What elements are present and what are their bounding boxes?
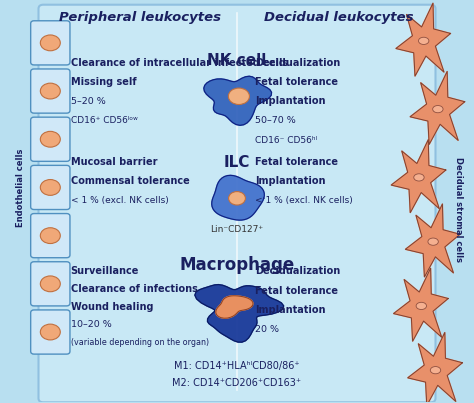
Ellipse shape: [414, 174, 424, 181]
Polygon shape: [410, 71, 465, 144]
Ellipse shape: [40, 324, 60, 340]
FancyBboxPatch shape: [31, 214, 70, 258]
Polygon shape: [204, 76, 272, 125]
Text: CD16⁺ CD56ˡᵒʷ: CD16⁺ CD56ˡᵒʷ: [71, 116, 137, 125]
Text: Implantation: Implantation: [255, 305, 326, 315]
Ellipse shape: [40, 276, 60, 292]
Text: Macrophage: Macrophage: [179, 256, 295, 274]
Ellipse shape: [416, 302, 427, 310]
Polygon shape: [405, 204, 460, 277]
Text: Fetal tolerance: Fetal tolerance: [255, 77, 338, 87]
Polygon shape: [195, 285, 283, 342]
Text: Commensal tolerance: Commensal tolerance: [71, 177, 190, 187]
Text: Fetal tolerance: Fetal tolerance: [255, 157, 338, 167]
Ellipse shape: [419, 37, 429, 44]
FancyBboxPatch shape: [31, 21, 70, 65]
Polygon shape: [216, 296, 253, 318]
Ellipse shape: [40, 83, 60, 99]
FancyBboxPatch shape: [31, 69, 70, 113]
Ellipse shape: [228, 191, 246, 205]
FancyBboxPatch shape: [31, 310, 70, 354]
Text: Decidualization: Decidualization: [255, 266, 340, 276]
Text: Implantation: Implantation: [255, 96, 326, 106]
FancyBboxPatch shape: [38, 5, 436, 402]
FancyBboxPatch shape: [31, 117, 70, 161]
Text: M2: CD14⁺CD206⁺CD163⁺: M2: CD14⁺CD206⁺CD163⁺: [173, 378, 301, 388]
Text: CD16⁻ CD56ʰᴵ: CD16⁻ CD56ʰᴵ: [255, 135, 317, 145]
Text: 5–20 %: 5–20 %: [71, 97, 105, 106]
Ellipse shape: [40, 131, 60, 147]
Text: (variable depending on the organ): (variable depending on the organ): [71, 338, 209, 347]
Text: 20 %: 20 %: [255, 325, 279, 334]
Text: Lin⁻CD127⁺: Lin⁻CD127⁺: [210, 225, 264, 234]
Polygon shape: [212, 175, 264, 220]
Polygon shape: [391, 139, 446, 213]
Text: M1: CD14⁺HLAʰᴵCD80/86⁺: M1: CD14⁺HLAʰᴵCD80/86⁺: [174, 361, 300, 371]
FancyBboxPatch shape: [31, 262, 70, 306]
Text: Wound healing: Wound healing: [71, 302, 153, 312]
Polygon shape: [396, 3, 451, 76]
Text: < 1 % (excl. NK cells): < 1 % (excl. NK cells): [255, 196, 353, 205]
Text: Fetal tolerance: Fetal tolerance: [255, 286, 338, 296]
Ellipse shape: [428, 238, 438, 245]
Text: Decidual stromal cells: Decidual stromal cells: [454, 157, 463, 262]
Text: Clearance of intracellular infected cells: Clearance of intracellular infected cell…: [71, 58, 288, 68]
Text: Surveillance: Surveillance: [71, 266, 139, 276]
Text: Clearance of infections: Clearance of infections: [71, 284, 198, 294]
Text: Endothelial cells: Endothelial cells: [16, 148, 25, 226]
Text: 50–70 %: 50–70 %: [255, 116, 296, 125]
Ellipse shape: [40, 35, 60, 51]
Ellipse shape: [433, 106, 443, 113]
Text: Decidual leukocytes: Decidual leukocytes: [264, 11, 413, 24]
FancyBboxPatch shape: [31, 165, 70, 210]
Text: Missing self: Missing self: [71, 77, 136, 87]
Ellipse shape: [430, 367, 441, 374]
Ellipse shape: [40, 228, 60, 243]
Text: Decidualization: Decidualization: [255, 58, 340, 68]
Text: < 1 % (excl. NK cells): < 1 % (excl. NK cells): [71, 196, 168, 205]
Ellipse shape: [40, 180, 60, 195]
Text: NK cell: NK cell: [207, 53, 267, 68]
Text: Mucosal barrier: Mucosal barrier: [71, 157, 157, 167]
Ellipse shape: [228, 88, 249, 104]
Text: 10–20 %: 10–20 %: [71, 320, 111, 329]
Text: Peripheral leukocytes: Peripheral leukocytes: [59, 11, 221, 24]
Text: ILC: ILC: [224, 156, 250, 170]
Polygon shape: [408, 332, 462, 403]
Text: Implantation: Implantation: [255, 177, 326, 187]
Polygon shape: [393, 268, 448, 341]
